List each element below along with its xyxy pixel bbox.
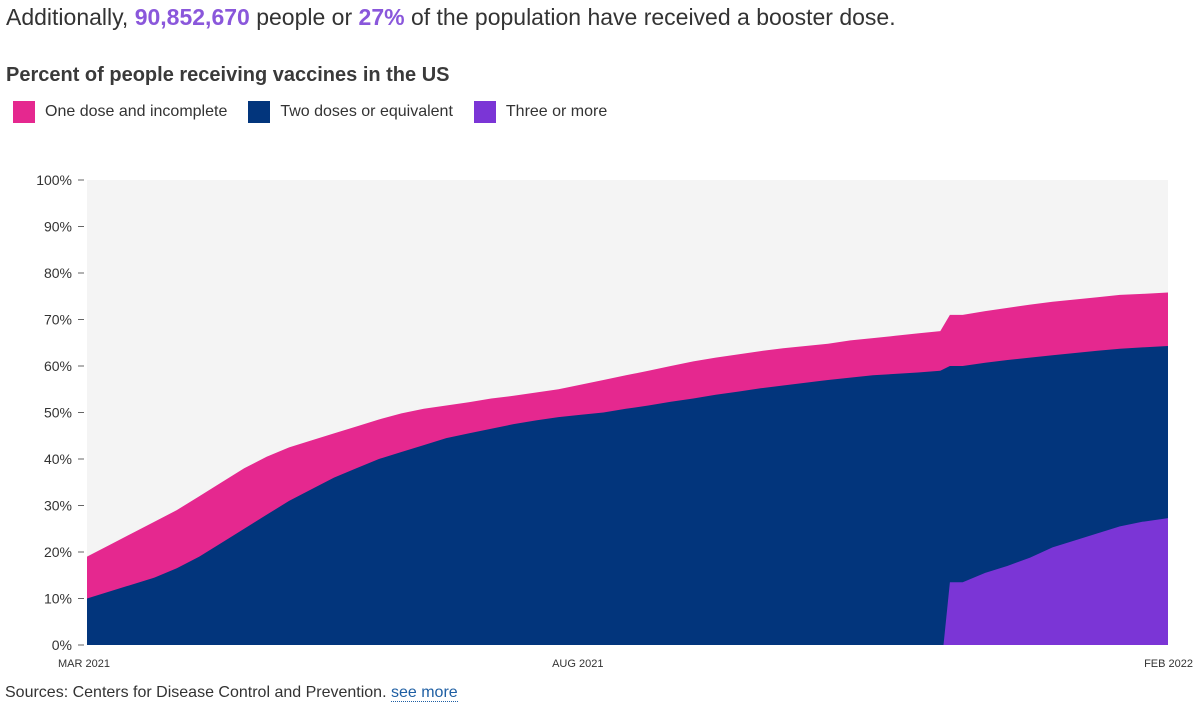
y-tick-label: 30% — [44, 498, 72, 514]
y-tick-label: 10% — [44, 591, 72, 607]
booster-summary: Additionally, 90,852,670 people or 27% o… — [6, 2, 896, 32]
x-tick-label: MAR 2021 — [58, 658, 110, 670]
y-axis: 0% 10% 20% 30% 40% 50% 60% 70% 80% 90% 100% — [36, 172, 84, 653]
y-tick-label: 0% — [52, 637, 72, 653]
vaccination-area-chart: 0% 10% 20% 30% 40% 50% 60% 70% 80% 90% 100% MAR 20… — [36, 172, 1193, 670]
x-tick-label: AUG 2021 — [552, 658, 603, 670]
y-tick-label: 100% — [36, 172, 72, 188]
see-more-link[interactable]: see more — [390, 684, 458, 702]
area-two-doses — [87, 346, 1168, 645]
y-tick-label: 70% — [44, 312, 72, 328]
area-three-or-more — [943, 518, 1168, 645]
y-tick-label: 40% — [44, 451, 72, 467]
legend-item-three-or-more: Three or more — [473, 101, 608, 123]
booster-summary-middle: people or — [256, 4, 353, 30]
y-tick-label: 60% — [44, 358, 72, 374]
chart-title: Percent of people receiving vaccines in … — [6, 64, 450, 86]
y-tick-label: 20% — [44, 544, 72, 560]
legend-label-three-or-more: Three or more — [505, 103, 608, 120]
chart-legend: One dose and incomplete Two doses or equ… — [13, 101, 628, 123]
legend-swatch-one-dose — [13, 101, 35, 123]
booster-percent: 27% — [358, 4, 405, 30]
legend-swatch-two-doses — [248, 101, 271, 123]
x-tick-label: FEB 2022 — [1144, 658, 1193, 670]
y-tick-label: 90% — [44, 219, 72, 235]
y-tick-label: 80% — [44, 265, 72, 281]
legend-label-two-doses: Two doses or equivalent — [280, 103, 453, 120]
y-tick-label: 50% — [44, 405, 72, 421]
legend-label-one-dose: One dose and incomplete — [45, 103, 228, 120]
legend-item-one-dose: One dose and incomplete — [13, 101, 227, 123]
legend-swatch-three-or-more — [473, 101, 496, 123]
sources-text: Sources: Centers for Disease Control and… — [5, 684, 387, 701]
booster-count: 90,852,670 — [134, 4, 250, 30]
booster-summary-suffix: of the population have received a booste… — [410, 4, 896, 30]
legend-item-two-doses: Two doses or equivalent — [248, 101, 453, 123]
booster-summary-prefix: Additionally, — [6, 4, 129, 30]
sources-line: Sources: Centers for Disease Control and… — [5, 682, 458, 704]
x-axis: MAR 2021 AUG 2021 FEB 2022 — [58, 658, 1193, 670]
